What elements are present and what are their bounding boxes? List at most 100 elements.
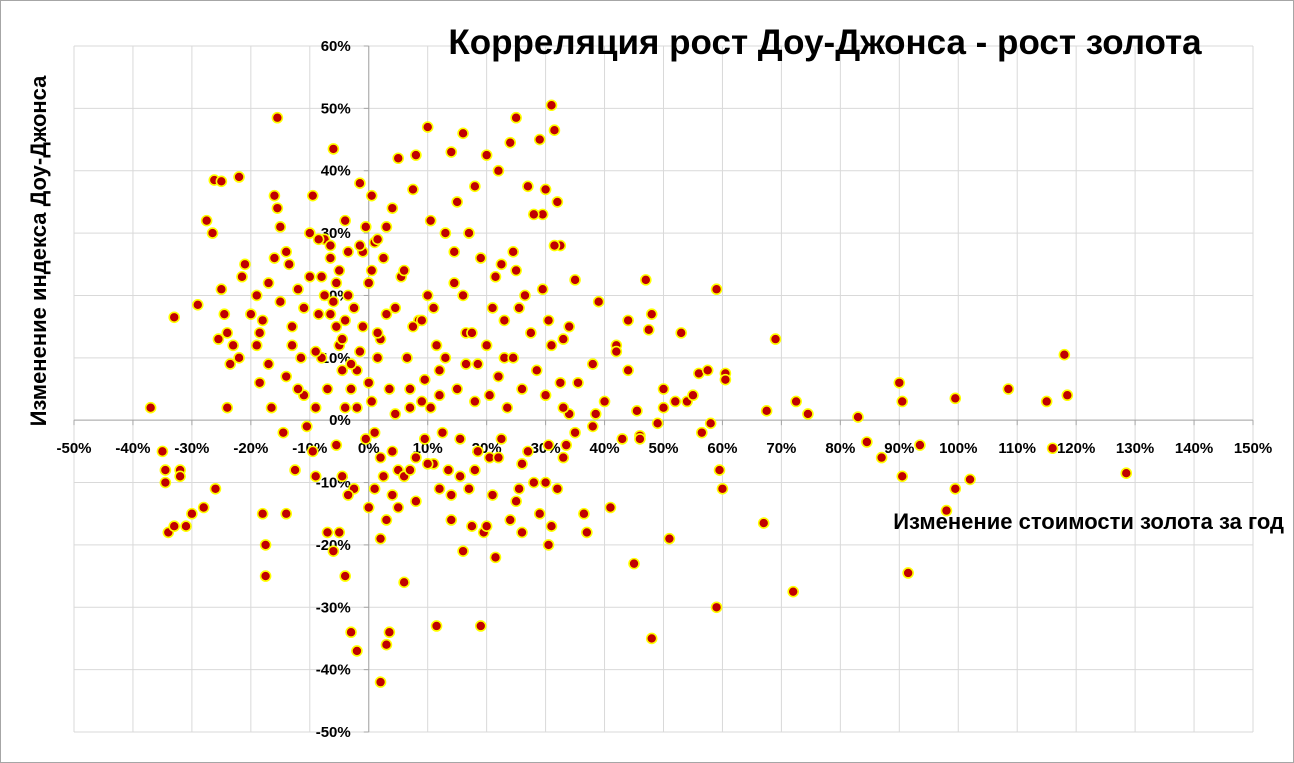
data-point xyxy=(964,473,976,486)
data-point xyxy=(327,545,340,557)
data-point xyxy=(324,252,337,264)
data-point xyxy=(327,295,340,308)
data-point xyxy=(416,395,428,408)
data-point xyxy=(466,327,478,339)
y-tick-label: -30% xyxy=(316,599,351,616)
data-point xyxy=(365,264,378,277)
data-point xyxy=(374,532,387,545)
data-point xyxy=(489,270,502,283)
data-point xyxy=(292,383,304,395)
data-point xyxy=(486,302,499,314)
data-point xyxy=(442,464,455,476)
y-tick-label: 0% xyxy=(329,412,351,429)
data-point xyxy=(757,517,770,529)
data-point xyxy=(265,401,278,414)
data-point xyxy=(371,327,384,339)
data-point xyxy=(483,389,496,402)
data-point xyxy=(469,180,481,193)
data-point xyxy=(321,383,334,395)
x-tick-label: -20% xyxy=(233,440,268,457)
data-point xyxy=(616,433,629,445)
data-point xyxy=(386,489,399,501)
data-point xyxy=(389,302,402,314)
data-point xyxy=(713,464,726,476)
data-point xyxy=(250,289,263,302)
data-point xyxy=(389,408,402,420)
data-point xyxy=(398,576,410,589)
data-point xyxy=(309,401,322,414)
data-point xyxy=(710,283,723,296)
data-point xyxy=(262,277,275,289)
y-tick-label: 40% xyxy=(321,163,351,180)
data-point xyxy=(433,364,446,377)
y-tick-label: -50% xyxy=(316,724,351,741)
data-point xyxy=(256,507,269,520)
data-point xyxy=(351,401,363,414)
data-point xyxy=(324,239,337,252)
data-point xyxy=(277,426,290,439)
data-point xyxy=(914,439,926,451)
x-tick-label: -50% xyxy=(56,440,91,457)
data-point xyxy=(439,352,452,364)
data-point xyxy=(271,202,284,214)
data-point xyxy=(301,420,313,433)
data-point xyxy=(1061,389,1074,402)
data-point xyxy=(902,567,914,579)
data-point xyxy=(410,495,422,508)
data-point xyxy=(410,149,422,161)
data-point xyxy=(486,489,499,501)
data-point xyxy=(893,376,906,389)
data-point xyxy=(861,436,873,448)
data-point xyxy=(530,364,543,377)
data-point xyxy=(1046,442,1059,455)
data-point xyxy=(495,433,508,445)
x-tick-label: 0% xyxy=(358,440,380,457)
data-point xyxy=(380,221,393,233)
data-point xyxy=(513,482,525,495)
data-point xyxy=(268,189,281,202)
data-point xyxy=(539,389,552,402)
data-point xyxy=(436,426,449,439)
data-point xyxy=(760,405,773,417)
x-tick-label: 50% xyxy=(648,440,678,457)
data-point xyxy=(371,233,384,246)
data-point xyxy=(253,327,266,339)
data-point xyxy=(377,252,390,264)
data-point xyxy=(495,258,508,271)
x-tick-label: 150% xyxy=(1234,440,1272,457)
data-point xyxy=(274,221,287,233)
data-point xyxy=(421,121,434,133)
data-point xyxy=(504,514,517,526)
data-point xyxy=(696,426,708,439)
data-point xyxy=(787,585,799,598)
data-point xyxy=(645,308,658,320)
data-point xyxy=(769,333,782,345)
data-point xyxy=(354,345,366,358)
data-point xyxy=(604,501,617,514)
data-point xyxy=(236,270,248,283)
data-point xyxy=(472,358,484,370)
data-point xyxy=(542,314,555,327)
data-point xyxy=(206,227,219,239)
data-point xyxy=(519,289,531,302)
data-point xyxy=(551,482,564,495)
data-point xyxy=(1002,383,1015,395)
data-point xyxy=(451,383,463,395)
data-point xyxy=(336,364,349,377)
x-tick-label: 80% xyxy=(825,440,855,457)
data-point xyxy=(533,133,546,146)
data-point xyxy=(295,352,307,364)
data-point xyxy=(510,264,522,277)
data-point xyxy=(474,620,487,632)
data-point xyxy=(589,408,602,420)
data-point xyxy=(209,482,222,495)
data-point xyxy=(896,395,909,408)
data-point xyxy=(404,383,416,395)
data-point xyxy=(180,520,192,533)
data-point xyxy=(710,601,723,614)
data-point xyxy=(386,202,399,214)
data-point xyxy=(507,246,519,258)
data-point xyxy=(159,464,172,476)
data-point xyxy=(651,417,664,430)
data-point xyxy=(445,514,458,526)
